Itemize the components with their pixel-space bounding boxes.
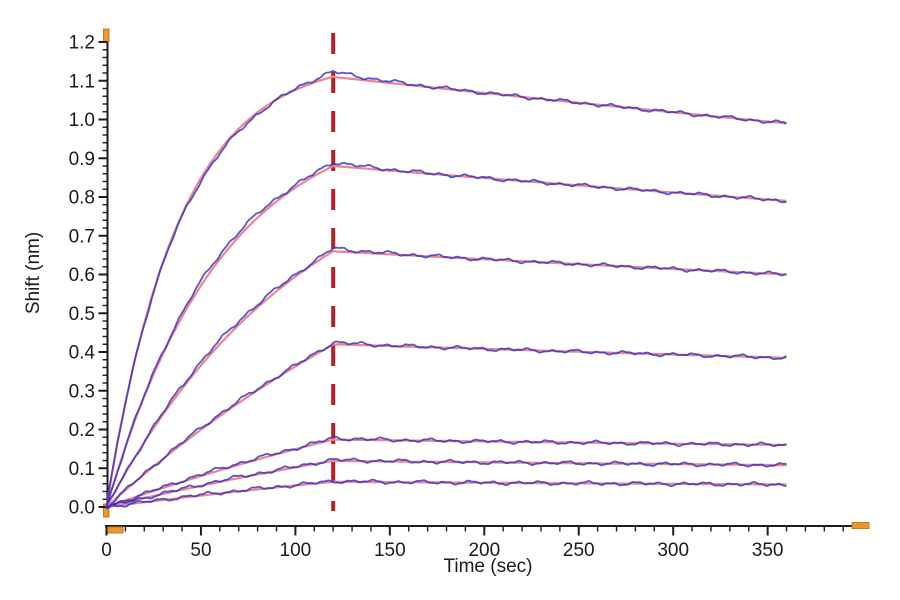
data-curve-trace-1 [105, 70, 787, 508]
y-tick-label: 0.8 [69, 188, 95, 209]
y-tick-label: 0.5 [69, 304, 95, 325]
fit-curve-trace-7 [106, 480, 787, 509]
data-curve-trace-7 [106, 478, 787, 509]
data-curve-trace-3 [105, 246, 787, 507]
y-tick-label: 0.1 [69, 459, 95, 480]
x-axis-end-cap-right [851, 522, 870, 529]
x-tick-label: 300 [657, 540, 689, 561]
y-axis-title: Shift (nm) [23, 232, 44, 314]
x-tick-label: 200 [468, 540, 500, 561]
y-tick-label: 0.0 [69, 498, 95, 519]
y-tick-label: 0.9 [69, 149, 95, 170]
y-tick-label: 1.1 [69, 71, 95, 92]
x-tick-label: 0 [101, 540, 112, 561]
x-tick-label: 250 [563, 540, 595, 561]
y-tick-label: 0.3 [69, 381, 95, 402]
data-curve-trace-4 [105, 340, 787, 509]
y-tick-label: 0.4 [69, 343, 96, 364]
y-tick-label: 0.2 [69, 420, 95, 441]
fit-curve-trace-5 [106, 438, 787, 509]
y-tick-label: 1.2 [69, 33, 95, 54]
y-tick-label: 1.0 [69, 110, 95, 131]
fit-curve-trace-3 [105, 250, 787, 508]
y-tick-label: 0.6 [69, 265, 95, 286]
fit-curve-trace-2 [105, 164, 787, 508]
fit-curve-trace-1 [105, 75, 787, 508]
x-tick-label: 50 [190, 540, 211, 561]
plot-generated-layer: 0.0 0.1 0.2 0.3 0.4 0.5 0.6 0.7 0.8 0.9 1.0 1.1 1.2 0… [69, 28, 870, 561]
y-tick-label: 0.7 [69, 226, 95, 247]
y-axis-end-cap-top [103, 28, 110, 43]
data-curve-trace-6 [106, 457, 787, 510]
x-axis-end-cap-left [106, 526, 124, 534]
data-curve-trace-2 [105, 162, 787, 507]
x-tick-label: 350 [752, 540, 784, 561]
x-tick-label: 150 [374, 540, 406, 561]
fit-curve-trace-4 [105, 343, 787, 508]
data-curve-trace-5 [106, 435, 787, 509]
x-axis-title: Time (sec) [443, 556, 532, 577]
x-tick-label: 100 [280, 540, 312, 561]
